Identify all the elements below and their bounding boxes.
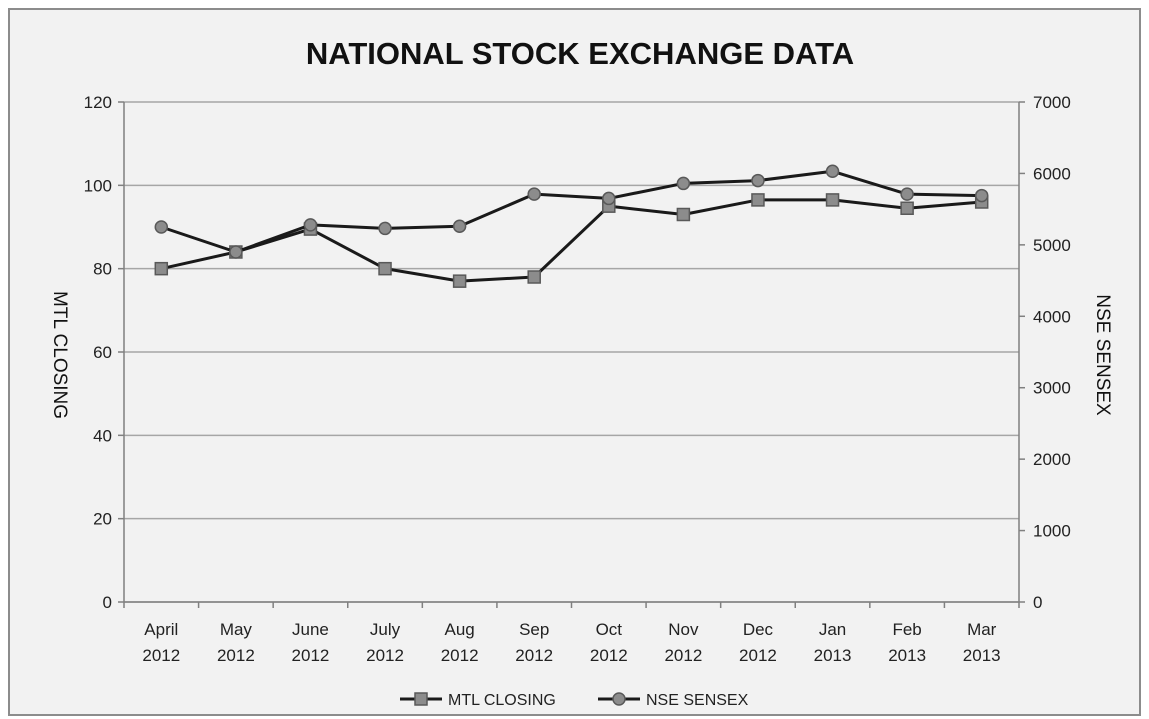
data-point-mtl-closing [900, 201, 914, 215]
data-point-nse-sensex [974, 188, 989, 203]
series-layer [154, 164, 989, 288]
x-tick-label: Oct 2012 [590, 620, 628, 665]
y-tick-label-right: 0 [1033, 593, 1042, 612]
x-tick-label: July 2012 [366, 620, 404, 665]
x-tick-label: June 2012 [292, 620, 330, 665]
x-tick-label: May 2012 [217, 620, 255, 665]
x-tick-label: Sep 2012 [515, 620, 553, 665]
data-point-nse-sensex [825, 164, 840, 179]
y-axis-label-right: NSE SENSEX [1092, 294, 1113, 416]
data-point-nse-sensex [303, 218, 318, 232]
chart-title: NATIONAL STOCK EXCHANGE DATA [306, 36, 854, 71]
y-tick-label-right: 5000 [1033, 236, 1071, 255]
y-tick-label-right: 4000 [1033, 307, 1071, 326]
data-point-mtl-closing [378, 261, 392, 276]
legend-label-nse-sensex: NSE SENSEX [646, 692, 749, 709]
y-tick-label-left: 60 [93, 343, 112, 362]
legend-item-mtl-closing: MTL CLOSING [400, 692, 556, 709]
y-tick-label-left: 40 [93, 426, 112, 445]
series-line-mtl-closing [160, 198, 982, 283]
gridlines [124, 101, 1019, 603]
right-axis-ticks: 0 1000 2000 3000 4000 5000 6000 7000 [1019, 93, 1071, 612]
chart-svg: NATIONAL STOCK EXCHANGE DATA 0 20 40 60 80 10… [49, 36, 1113, 709]
data-point-mtl-closing [676, 207, 691, 222]
chart-frame: NATIONAL STOCK EXCHANGE DATA 0 20 40 60 80 10… [8, 8, 1141, 716]
data-point-mtl-closing [825, 193, 840, 207]
x-tick-label: Nov 2012 [664, 620, 702, 665]
data-point-nse-sensex [154, 220, 169, 234]
y-tick-label-right: 1000 [1033, 522, 1071, 541]
y-tick-label-right: 3000 [1033, 379, 1071, 398]
x-tick-label: Feb 2013 [888, 620, 926, 665]
x-tick-label: Aug 2012 [441, 620, 479, 665]
y-tick-label-left: 0 [103, 593, 112, 612]
x-tick-label: Dec 2012 [739, 620, 777, 665]
left-axis-ticks: 0 20 40 60 80 100 120 [84, 93, 124, 612]
y-tick-label-right: 6000 [1033, 164, 1071, 183]
data-point-nse-sensex [452, 219, 467, 234]
data-point-nse-sensex [527, 187, 541, 201]
data-point-nse-sensex [751, 173, 765, 188]
data-point-nse-sensex [676, 176, 691, 191]
data-point-nse-sensex [229, 245, 243, 259]
data-point-nse-sensex [602, 191, 616, 206]
x-tick-label: Mar 2013 [963, 620, 1001, 665]
y-tick-label-left: 120 [84, 93, 112, 112]
data-point-mtl-closing [527, 270, 541, 284]
y-tick-label-right: 2000 [1033, 450, 1071, 469]
y-tick-label-right: 7000 [1033, 93, 1071, 112]
y-tick-label-left: 100 [84, 176, 112, 195]
legend-label-mtl-closing: MTL CLOSING [448, 692, 556, 709]
data-point-mtl-closing [452, 274, 467, 288]
legend-item-nse-sensex: NSE SENSEX [598, 692, 749, 709]
y-axis-label-left: MTL CLOSING [49, 291, 70, 419]
legend: MTL CLOSING NSE SENSEX [400, 692, 749, 709]
x-axis-ticks: April 2012 May 2012 June 2012 July 2012 Aug 2012 S… [123, 602, 1020, 665]
x-tick-label: April 2012 [142, 620, 180, 665]
x-tick-label: Jan 2013 [814, 620, 852, 665]
y-tick-label-left: 20 [93, 510, 112, 529]
data-point-mtl-closing [154, 261, 169, 276]
series-line-nse-sensex [160, 169, 982, 254]
data-point-nse-sensex [900, 187, 914, 201]
data-point-mtl-closing [751, 193, 765, 207]
y-tick-label-left: 80 [93, 260, 112, 279]
data-point-nse-sensex [378, 221, 392, 236]
